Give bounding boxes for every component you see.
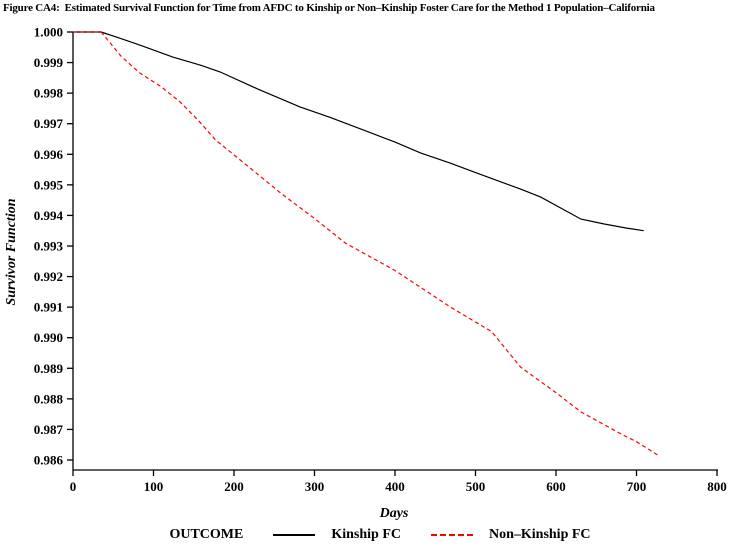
- x-tick-label: 300: [305, 479, 325, 494]
- y-tick-label: 0.997: [34, 116, 64, 131]
- kinship-line-sample: [273, 534, 316, 536]
- legend-entry-kinship-label: Kinship FC: [331, 527, 401, 542]
- x-tick-label: 200: [224, 479, 244, 494]
- y-tick-label: 0.991: [34, 300, 63, 315]
- x-tick-label: 600: [546, 479, 566, 494]
- y-tick-label: 0.987: [34, 422, 64, 437]
- legend-entry-kinship: Kinship FC: [273, 527, 401, 543]
- x-tick-label: 100: [144, 479, 164, 494]
- x-tick-label: 400: [385, 479, 405, 494]
- series-line-non-kinship-fc: [73, 31, 659, 456]
- series-line-kinship-fc: [73, 31, 644, 232]
- y-tick-label: 0.988: [34, 391, 64, 406]
- y-tick-label: 0.990: [34, 330, 63, 345]
- y-tick-label: 1.000: [34, 25, 63, 40]
- y-tick-label: 0.999: [34, 55, 64, 70]
- y-tick-label: 0.989: [34, 361, 64, 376]
- x-tick-label: 700: [627, 479, 647, 494]
- y-axis-title: Survivor Function: [4, 198, 19, 305]
- y-axis-ticks: 1.000 0.999 0.998 0.997 0.996 0.995 0.994 0.993…: [34, 25, 73, 468]
- y-tick-label: 0.994: [34, 208, 64, 223]
- non-kinship-line-sample: [430, 534, 473, 536]
- y-tick-label: 0.986: [34, 453, 64, 468]
- x-axis-title: Days: [379, 506, 409, 521]
- legend-entry-non-kinship: Non–Kinship FC: [430, 527, 591, 543]
- x-tick-label: 0: [70, 479, 77, 494]
- x-tick-label: 500: [466, 479, 486, 494]
- x-axis-ticks: 0 100 200 300 400 500 600 700 800: [70, 470, 727, 494]
- axes: [72, 32, 718, 471]
- y-tick-label: 0.995: [34, 177, 64, 192]
- chart-title: Figure CA4: Estimated Survival Function …: [3, 2, 655, 14]
- x-tick-label: 800: [707, 479, 727, 494]
- y-tick-label: 0.992: [34, 269, 63, 284]
- y-tick-label: 0.996: [34, 147, 64, 162]
- legend-entry-non-kinship-label: Non–Kinship FC: [488, 527, 591, 542]
- legend-title: OUTCOME: [169, 527, 244, 542]
- y-tick-label: 0.998: [34, 86, 64, 101]
- legend: OUTCOME Kinship FC Non–Kinship FC: [30, 527, 730, 543]
- y-tick-label: 0.993: [34, 239, 64, 254]
- series-curves: [73, 31, 659, 456]
